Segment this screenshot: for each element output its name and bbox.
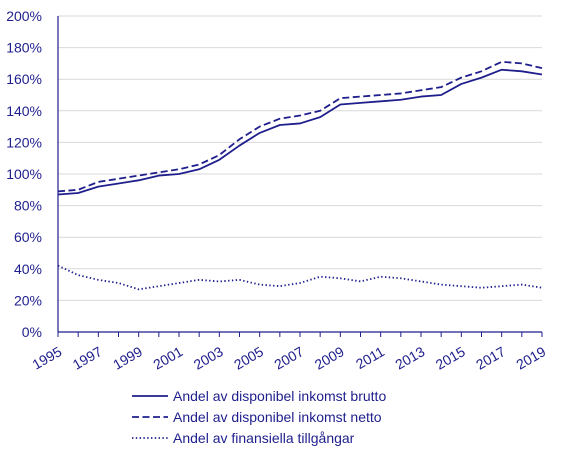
y-tick-label: 0%	[22, 324, 42, 340]
y-tick-label: 120%	[6, 134, 42, 150]
x-tick-label: 2011	[353, 343, 387, 372]
y-tick-label: 100%	[6, 166, 42, 182]
y-tick-label: 200%	[6, 8, 42, 24]
y-tick-label: 180%	[6, 40, 42, 56]
x-tick-label: 2009	[312, 343, 347, 373]
y-tick-label: 160%	[6, 71, 42, 87]
y-tick-label: 140%	[6, 103, 42, 119]
legend: Andel av disponibel inkomst brutto Andel …	[132, 388, 386, 446]
series-line-1	[57, 68, 543, 196]
legend-label: Andel av disponibel inkomst brutto	[173, 388, 386, 404]
series-line-3	[57, 264, 543, 291]
y-tick-label: 40%	[14, 261, 42, 277]
y-tick-label: 80%	[14, 198, 42, 214]
x-tick-label: 2017	[473, 343, 508, 373]
series-lines	[57, 60, 543, 291]
x-tick-label: 2007	[271, 343, 306, 373]
x-tick-label: 2015	[433, 343, 468, 373]
legend-label: Andel av disponibel inkomst netto	[173, 409, 382, 425]
x-tick-label: 2001	[150, 343, 185, 373]
x-tick-label: 2013	[392, 343, 427, 373]
legend-label: Andel av finansiella tillgångar	[173, 430, 355, 446]
y-tick-label: 20%	[14, 292, 42, 308]
x-tick-label: 2019	[513, 343, 548, 373]
series-line-2	[57, 60, 543, 193]
y-tick-label: 60%	[14, 229, 42, 245]
x-tick-label: 1997	[70, 343, 105, 373]
x-tick-label: 2003	[191, 343, 226, 373]
x-tick-label: 2005	[231, 343, 266, 373]
x-tick-label: 1995	[29, 343, 64, 373]
gridlines	[58, 15, 542, 301]
x-tick-label: 1999	[110, 343, 145, 373]
